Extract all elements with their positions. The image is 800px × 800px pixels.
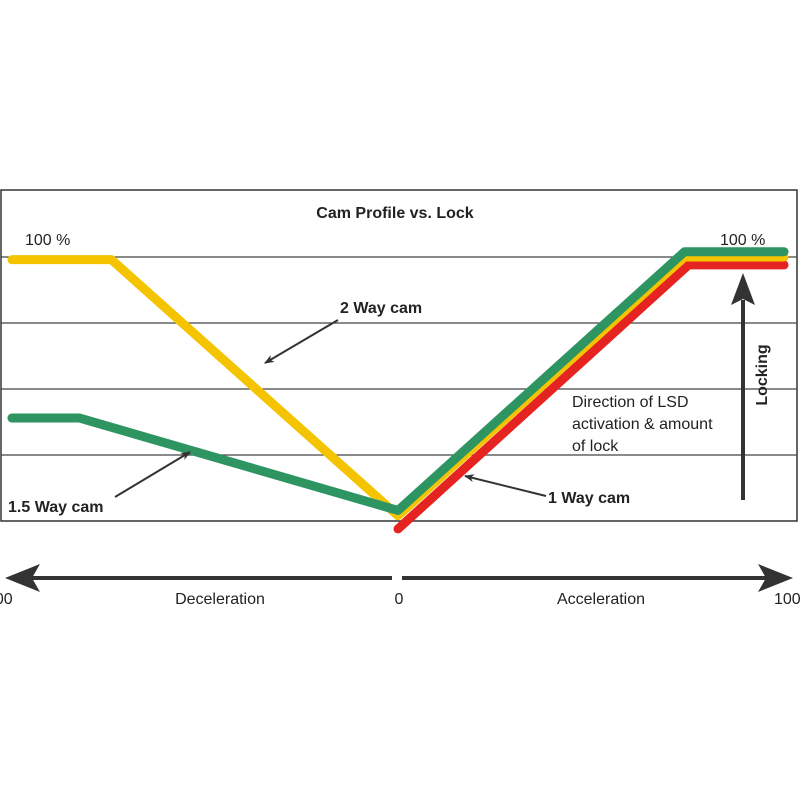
label-1-way-cam: 1 Way cam [548,490,630,507]
direction-note-line-3: of lock [572,438,619,455]
label-2-way-cam: 2 Way cam [340,300,422,317]
x-tick-left: 100 [0,591,13,608]
series-line-2-way-cam [7,252,789,521]
label-1-5-way-cam: 1.5 Way cam [8,499,103,516]
deceleration-label: Deceleration [175,591,265,608]
arrow-1-5-way-cam [114,451,191,498]
y-label-left: 100 % [25,232,70,249]
direction-note-line-1: Direction of LSD [572,394,689,411]
deceleration-arrow-head [5,564,40,592]
arrow-2-way-cam [264,319,339,364]
series-line-1-5-way-cam [7,247,789,515]
y-label-right: 100 % [720,232,765,249]
gridlines [1,256,797,456]
locking-arrow-head [731,273,755,305]
direction-note-line-2: activation & amount [572,416,713,433]
series-lines [7,247,789,534]
arrow-1-way-cam [464,474,547,497]
x-tick-zero: 0 [395,591,404,608]
acceleration-label: Acceleration [557,591,645,608]
series-line-1-way-cam [393,260,789,534]
chart-title: Cam Profile vs. Lock [316,205,473,222]
locking-label: Locking [754,344,771,405]
plot-frame [0,189,798,522]
x-tick-right: 100 [774,591,800,608]
acceleration-arrow-head [758,564,793,592]
